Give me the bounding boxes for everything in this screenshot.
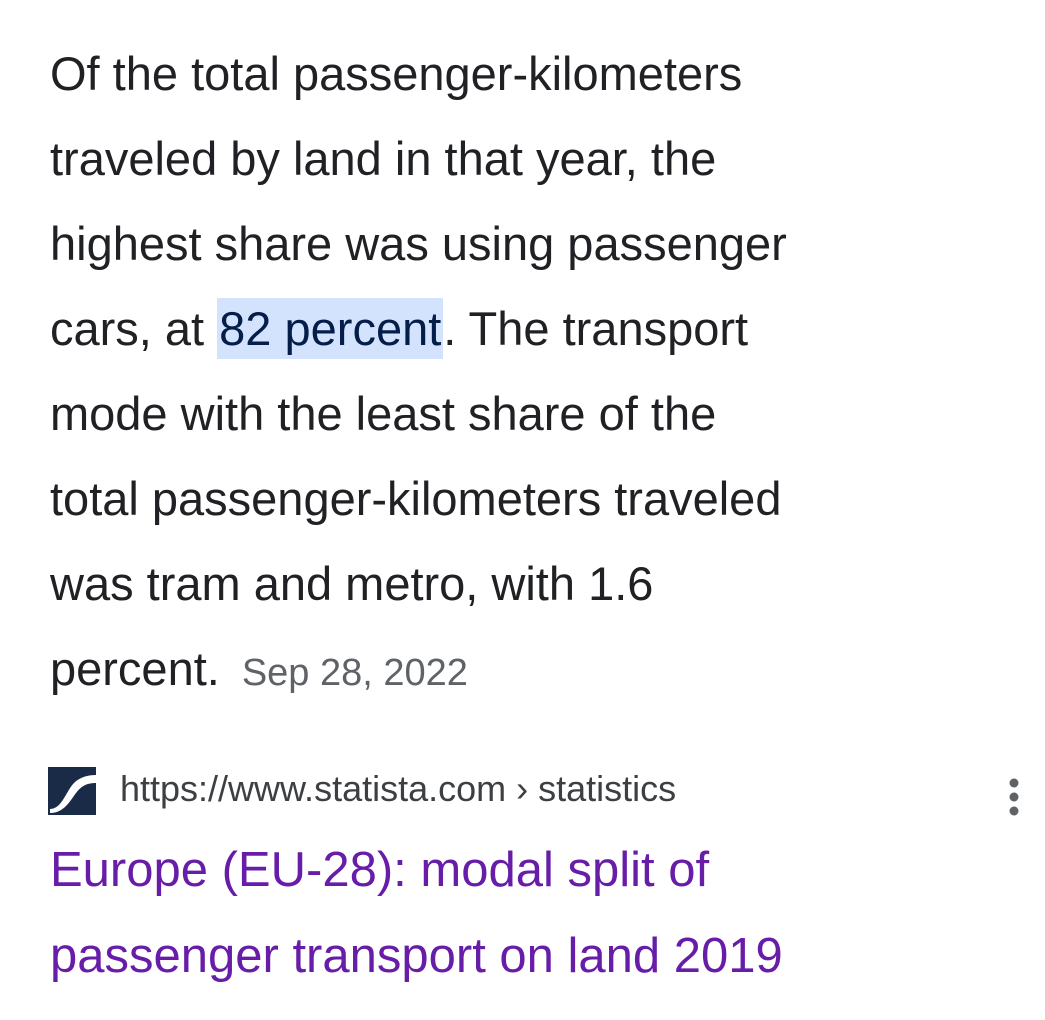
result-title[interactable]: Europe (EU-28): modal split of <box>50 843 710 897</box>
snippet-line: traveled by land in that year, the <box>50 129 716 189</box>
snippet-text: . The transport <box>443 302 749 355</box>
snippet-line: was tram and metro, with 1.6 <box>50 554 653 614</box>
snippet-text: highest share was using passenger <box>50 217 787 270</box>
snippet-line: mode with the least share of the <box>50 384 716 444</box>
snippet-text: cars, at <box>50 302 218 355</box>
result-title[interactable]: passenger transport on land 2019 <box>50 929 783 983</box>
snippet-line: cars, at 82 percent. The transport <box>50 298 749 359</box>
snippet-line: Of the total passenger-kilometers <box>50 44 742 104</box>
snippet-date: Sep 28, 2022 <box>241 652 468 694</box>
more-options[interactable] <box>1002 775 1026 819</box>
snippet-line: percent. Sep 28, 2022 <box>50 639 468 703</box>
snippet-text: was tram and metro, with 1.6 <box>50 557 654 610</box>
snippet-text: Of the total passenger-kilometers <box>50 47 743 100</box>
highlighted-answer: 82 percent <box>217 298 444 359</box>
snippet-line: total passenger-kilometers traveled <box>50 469 781 529</box>
snippet-text: traveled by land in that year, the <box>50 132 717 185</box>
snippet-text: mode with the least share of the <box>50 387 717 440</box>
result-url[interactable]: https://www.statista.com › statistics <box>120 768 677 809</box>
snippet-line: highest share was using passenger <box>50 214 787 274</box>
snippet-text: total passenger-kilometers traveled <box>50 472 782 525</box>
site-icon[interactable] <box>48 767 96 815</box>
snippet-text: percent. <box>50 642 220 695</box>
